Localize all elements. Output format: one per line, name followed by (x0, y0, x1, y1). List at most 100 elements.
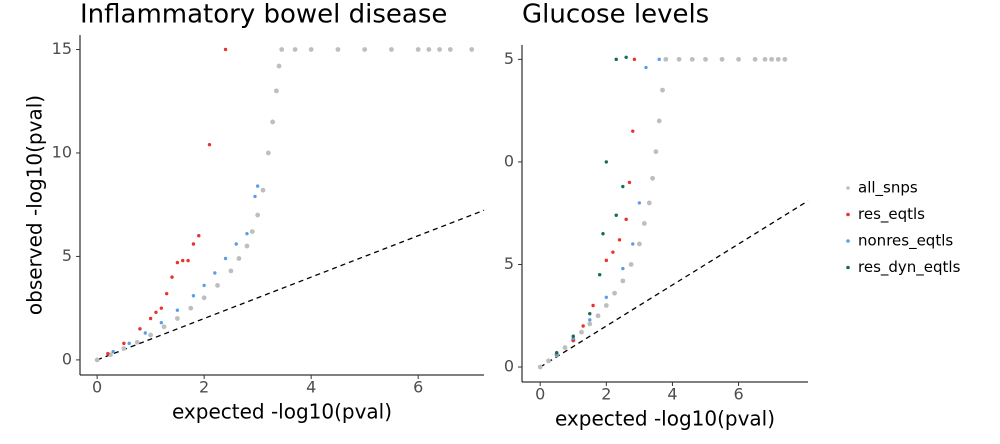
legend-swatch (846, 212, 850, 217)
point (769, 56, 775, 62)
point (650, 175, 656, 181)
point (447, 47, 453, 52)
point (631, 242, 635, 246)
point (614, 213, 618, 217)
point (588, 311, 592, 316)
point (159, 320, 164, 325)
point (426, 47, 432, 52)
x-tick-label: 0 (92, 378, 102, 397)
point (249, 229, 255, 234)
point (213, 271, 217, 275)
point (660, 87, 665, 93)
point (260, 187, 266, 193)
point (641, 221, 647, 226)
point (555, 350, 559, 355)
point (201, 295, 207, 301)
point (255, 212, 261, 218)
reference-line (96, 209, 485, 361)
point (657, 57, 661, 62)
point (752, 56, 758, 62)
x-tick-label: 0 (535, 385, 545, 404)
point (223, 47, 228, 52)
x-tick-label: 6 (733, 385, 743, 404)
point (138, 327, 142, 331)
point (603, 303, 609, 308)
point (94, 357, 100, 363)
point (587, 321, 593, 327)
point (154, 310, 158, 314)
point (628, 262, 634, 267)
point (159, 306, 164, 310)
x-tick-label: 4 (667, 385, 677, 404)
point (676, 56, 682, 62)
y-tick-label: 15 (52, 39, 72, 58)
y-tick-label: 10 (52, 142, 72, 161)
point (245, 231, 249, 236)
point (207, 142, 212, 147)
point (611, 250, 615, 254)
point (188, 305, 194, 311)
point (646, 200, 652, 206)
point (191, 242, 196, 246)
x-tick-label: 2 (601, 385, 611, 404)
point (106, 351, 110, 356)
point (656, 118, 662, 124)
point (579, 329, 584, 335)
point (604, 258, 609, 263)
point (689, 56, 695, 62)
point (111, 349, 115, 354)
point (191, 294, 196, 298)
point (127, 341, 131, 346)
point (121, 346, 127, 351)
point (627, 180, 632, 185)
point (437, 47, 442, 52)
point (775, 56, 781, 62)
point (122, 341, 126, 346)
point (174, 316, 180, 321)
y-tick-label: 5 (504, 254, 514, 273)
point (197, 234, 201, 238)
point (588, 318, 592, 322)
x-axis-label: expected -log10(pval) (555, 407, 775, 431)
point (637, 201, 642, 205)
legend-label: nonres_eqtls (858, 232, 953, 251)
point (279, 47, 285, 52)
point (632, 57, 637, 62)
point (614, 57, 618, 62)
point (591, 303, 595, 308)
point (636, 241, 642, 247)
point (546, 358, 551, 364)
y-tick-label: 5 (504, 49, 514, 68)
y-tick-label: 0 (62, 349, 72, 368)
point (244, 243, 250, 249)
point (253, 194, 257, 199)
point (362, 47, 368, 52)
point (134, 339, 140, 345)
x-tick-label: 2 (199, 378, 209, 397)
chart-title: Glucose levels (522, 0, 709, 30)
legend-label: res_eqtls (858, 205, 925, 224)
point (164, 291, 169, 296)
y-tick-label: 0 (504, 357, 514, 376)
point (170, 275, 174, 279)
point (703, 56, 708, 62)
legend-label: res_dyn_eqtls (858, 258, 961, 277)
point (223, 256, 228, 261)
point (601, 232, 605, 236)
point (228, 268, 234, 274)
legend-swatch (846, 186, 850, 190)
point (265, 150, 271, 156)
point (181, 258, 185, 263)
point (148, 332, 154, 338)
y-axis-label: observed -log10(pval) (23, 95, 47, 315)
point (415, 47, 421, 52)
point (143, 331, 147, 335)
point (292, 47, 298, 52)
point (202, 283, 206, 288)
y-tick-label: 0 (504, 151, 514, 170)
y-tick-label: 5 (62, 246, 72, 265)
legend-swatch (846, 239, 850, 243)
point (562, 345, 568, 350)
point (273, 88, 279, 94)
chart-title: Inflammatory bowel disease (80, 0, 447, 30)
